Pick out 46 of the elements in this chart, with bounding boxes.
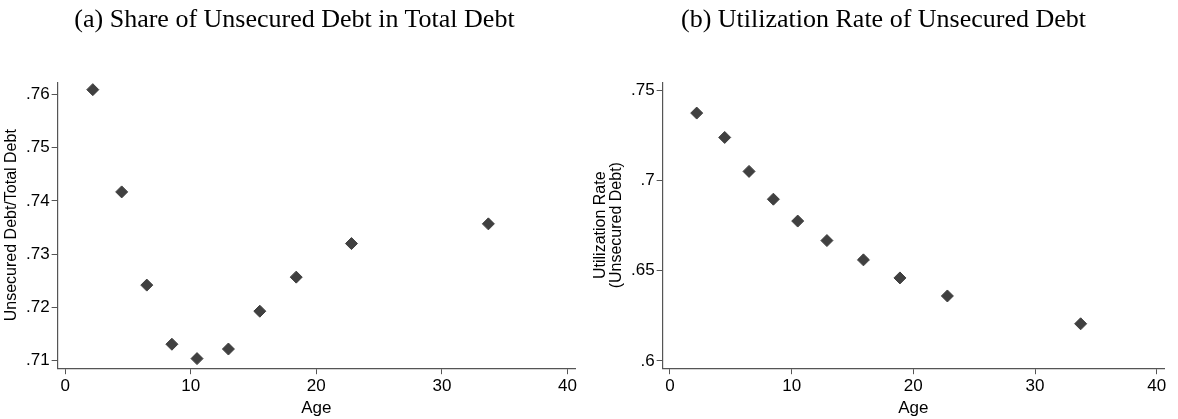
- point: [115, 185, 129, 199]
- y-tick-label: .71: [25, 350, 50, 370]
- chart-title: (b) Utilization Rate of Unsecured Debt: [680, 4, 1087, 34]
- x-axis-title: Age: [301, 398, 332, 418]
- x-tick-label: 40: [1147, 376, 1167, 396]
- x-tick-label: 30: [432, 376, 452, 396]
- point: [791, 214, 805, 228]
- x-tick-label: 0: [60, 376, 70, 396]
- chart-title: (a) Share of Unsecured Debt in Total Debt: [73, 4, 516, 34]
- point: [344, 237, 358, 251]
- y-tick-label: .75: [630, 79, 655, 99]
- y-tick-label: .7: [640, 170, 655, 190]
- point: [766, 192, 780, 206]
- y-tick-label: .74: [25, 190, 50, 210]
- y-tick-label: .73: [25, 243, 50, 263]
- x-tick-label: 10: [782, 376, 802, 396]
- x-tick-label: 10: [181, 376, 201, 396]
- x-tick-label: 20: [306, 376, 326, 396]
- point: [893, 271, 907, 285]
- point: [140, 278, 154, 292]
- x-tick-label: 20: [903, 376, 923, 396]
- x-tick-label: 0: [665, 376, 675, 396]
- point: [289, 270, 303, 284]
- point: [86, 83, 100, 97]
- y-tick-label: .76: [25, 84, 50, 104]
- point: [856, 253, 870, 267]
- y-axis-title: Utilization Rate (Unsecured Debt): [591, 162, 625, 289]
- point: [1074, 317, 1088, 331]
- y-tick-label: .75: [25, 137, 50, 157]
- point: [190, 352, 204, 366]
- y-tick-label: .65: [630, 260, 655, 280]
- point: [820, 234, 834, 248]
- point: [165, 337, 179, 351]
- point: [718, 130, 732, 144]
- point: [940, 289, 954, 303]
- x-tick-label: 40: [558, 376, 577, 396]
- point: [742, 164, 756, 178]
- point: [253, 304, 267, 318]
- y-tick-label: .72: [25, 297, 50, 317]
- y-axis-title: Unsecured Debt/Total Debt: [2, 128, 20, 322]
- point: [690, 106, 704, 120]
- x-axis-title: Age: [898, 398, 929, 418]
- y-tick-label: .6: [640, 350, 655, 370]
- point: [221, 342, 235, 356]
- x-tick-label: 30: [1025, 376, 1045, 396]
- point: [481, 217, 495, 231]
